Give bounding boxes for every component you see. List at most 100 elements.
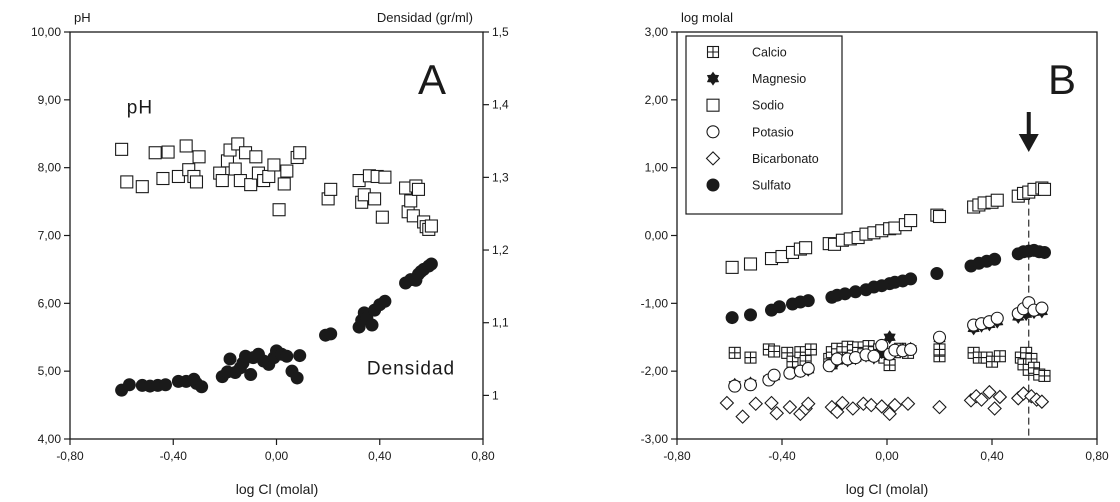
data-point [195, 380, 209, 394]
data-point [1037, 182, 1052, 196]
annotation-label: pH [127, 97, 153, 118]
data-point [324, 327, 338, 341]
y-tick-label: 6,00 [38, 296, 62, 310]
data-point [799, 241, 813, 255]
data-point [867, 349, 881, 363]
data-point [277, 177, 291, 191]
data-point [411, 182, 426, 196]
legend-label: Bicarbonato [752, 152, 819, 166]
data-point [280, 164, 294, 178]
data-point [156, 171, 170, 186]
data-point [883, 359, 896, 372]
marker-cross [707, 46, 719, 58]
x-tick-label: 0,40 [368, 449, 392, 463]
marker-shape [378, 294, 392, 308]
marker-shape [764, 395, 779, 411]
marker-shape [223, 352, 237, 366]
data-point [161, 145, 175, 159]
y-ticks: -3,00 -2,00 -1,00 0,00 1,00 2,00 3,00 [641, 25, 677, 446]
data-point [783, 366, 797, 380]
marker-shape [988, 252, 1002, 266]
marker-shape [267, 158, 281, 172]
data-point [189, 175, 204, 189]
marker-shape [883, 330, 896, 345]
data-point [223, 352, 237, 366]
data-point [424, 219, 438, 233]
x-tick-label: -0,40 [160, 449, 188, 463]
data-point [863, 397, 879, 413]
marker-shape [782, 399, 798, 415]
marker-shape [293, 146, 307, 160]
marker-shape [122, 378, 136, 392]
x-ticks: -0,80 -0,40 0,00 0,40 0,80 [663, 439, 1109, 463]
panel-b: log molal log Cl (molal) B -0,80 -0,40 0,0… [641, 10, 1109, 497]
marker-shape [368, 192, 382, 206]
data-point [845, 401, 861, 416]
marker-shape [743, 257, 758, 271]
data-point [904, 214, 918, 228]
marker-cross [1039, 370, 1050, 382]
marker-shape [874, 399, 890, 414]
marker-shape [706, 125, 720, 139]
marker-shape [987, 401, 1002, 416]
marker-shape [744, 308, 757, 322]
x-axis-title: log Cl (molal) [846, 481, 928, 497]
marker-shape [290, 371, 304, 385]
y-tick-label: 4,00 [38, 432, 62, 446]
data-point [171, 169, 185, 184]
marker-shape [801, 361, 815, 376]
y-tick-right-label: 1,4 [492, 98, 509, 112]
data-point [835, 395, 850, 411]
data-point [244, 368, 258, 382]
panel-label: B [1048, 56, 1076, 103]
data-point [262, 169, 276, 184]
data-point [324, 182, 338, 196]
marker-shape [982, 384, 997, 400]
marker-shape [772, 300, 786, 314]
y-ticks-right: 1 1,1 1,2 1,3 1,4 1,5 [483, 25, 509, 402]
marker-shape [272, 203, 286, 217]
marker-shape [845, 401, 861, 416]
marker-shape [171, 169, 185, 184]
data-point [1035, 301, 1049, 315]
y-tick-right-label: 1,3 [492, 170, 509, 184]
data-point [1038, 369, 1051, 382]
y-tick-label: 5,00 [38, 364, 62, 378]
legend: Calcio Magnesio Sodio Potasio Bicarbonato Sul… [685, 35, 843, 215]
data-point [804, 343, 817, 356]
marker-shape [249, 150, 263, 164]
marker-shape [215, 174, 229, 188]
data-point [120, 175, 134, 189]
marker-cross [768, 345, 780, 357]
data-point [988, 252, 1002, 266]
marker-shape [179, 139, 193, 153]
data-point [849, 285, 862, 299]
data-point [743, 257, 758, 271]
data-point [135, 180, 149, 194]
data-point [982, 384, 997, 400]
marker-shape [990, 193, 1004, 207]
marker-shape [705, 151, 721, 166]
x-tick-label: 0,80 [471, 449, 495, 463]
marker-shape [135, 180, 149, 194]
data-point [744, 351, 757, 364]
marker-shape [887, 397, 903, 413]
legend-marker [706, 45, 720, 59]
data-point [875, 338, 889, 352]
marker-shape [838, 287, 852, 301]
data-point [375, 210, 389, 224]
data-point [874, 399, 890, 414]
marker-shape [719, 395, 735, 411]
data-point [159, 378, 173, 392]
marker-shape [706, 98, 720, 112]
marker-shape [115, 142, 129, 156]
marker-shape [800, 396, 816, 412]
data-point [801, 361, 815, 376]
data-point [800, 396, 816, 412]
legend-marker [706, 71, 720, 86]
marker-shape [904, 214, 918, 228]
data-point [728, 379, 742, 393]
x-ticks: -0,80 -0,40 0,00 0,40 0,80 [56, 439, 495, 463]
marker-shape [801, 294, 815, 308]
